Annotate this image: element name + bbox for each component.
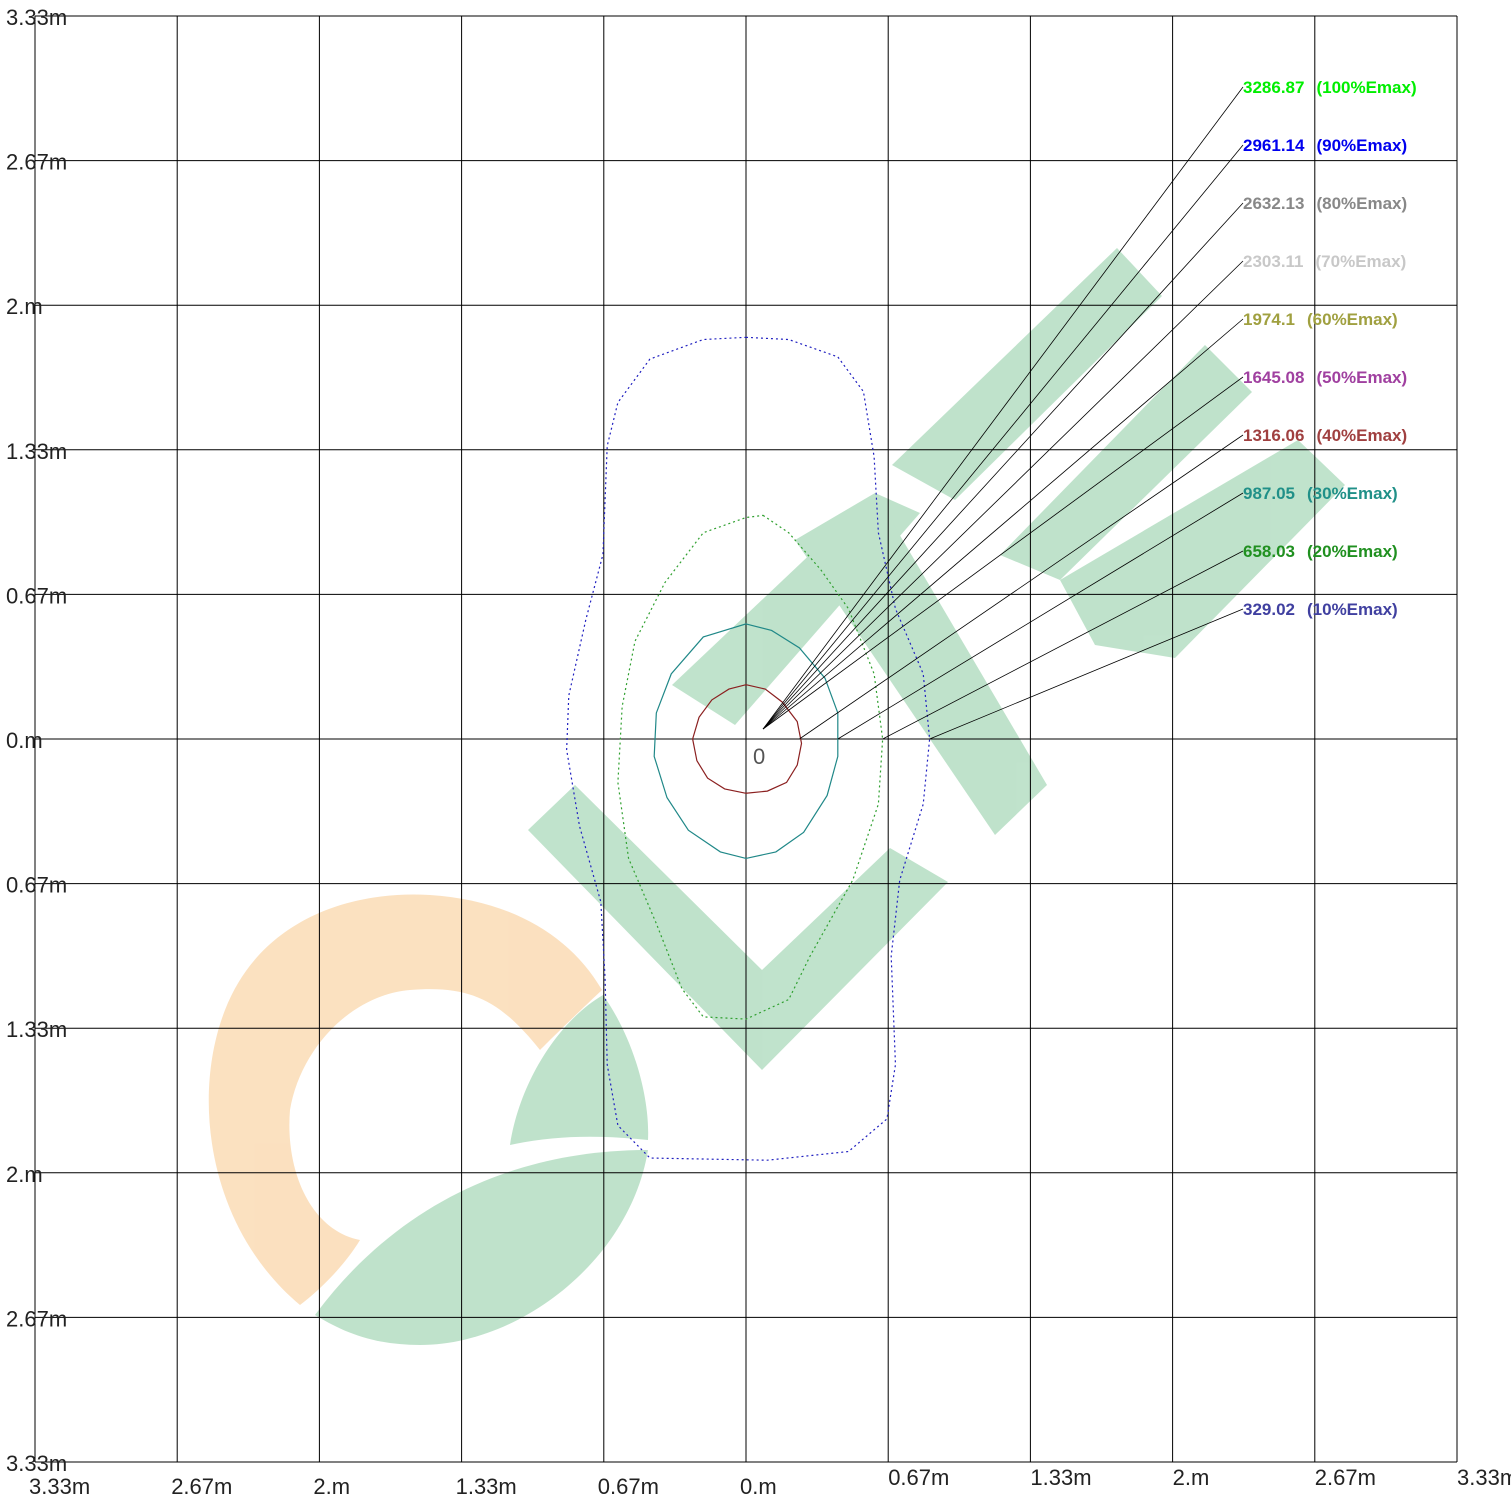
- x-tick-label: 2.m: [313, 1474, 350, 1499]
- leader-line: [762, 86, 1244, 730]
- legend-value: 329.02: [1243, 600, 1295, 619]
- legend-value: 2303.11: [1243, 252, 1304, 271]
- legend-entry: 1645.08 (50%Emax): [1243, 368, 1407, 387]
- legend-percent: (10%Emax): [1307, 600, 1398, 619]
- leader-line: [762, 318, 1244, 730]
- y-tick-label: 2.m: [6, 294, 43, 319]
- x-tick-label: 3.33m: [29, 1474, 90, 1499]
- legend-value: 2632.13: [1243, 194, 1304, 213]
- y-tick-label: 0.67m: [6, 873, 67, 898]
- legend-percent: (50%Emax): [1316, 368, 1407, 387]
- x-tick-label: 3.33m: [1457, 1465, 1511, 1490]
- leader-line: [882, 550, 1244, 740]
- legend-entry: 2632.13 (80%Emax): [1243, 194, 1407, 213]
- legend-entry: 1974.1 (60%Emax): [1243, 310, 1398, 329]
- y-tick-label: 0.m: [6, 728, 43, 753]
- x-tick-label: 2.m: [1173, 1465, 1210, 1490]
- legend-percent: (20%Emax): [1307, 542, 1398, 561]
- legend-value: 1645.08: [1243, 368, 1304, 387]
- legend-entry: 2303.11 (70%Emax): [1243, 252, 1406, 271]
- legend-entry: 658.03 (20%Emax): [1243, 542, 1398, 561]
- legend-percent: (30%Emax): [1307, 484, 1398, 503]
- watermark-logo: [208, 248, 1345, 1345]
- y-tick-label: 2.m: [6, 1162, 43, 1187]
- y-tick-label: 1.33m: [6, 439, 67, 464]
- y-tick-label: 2.67m: [6, 150, 67, 175]
- y-tick-label: 3.33m: [6, 5, 67, 30]
- legend-percent: (90%Emax): [1316, 136, 1407, 155]
- legend-percent: (40%Emax): [1316, 426, 1407, 445]
- contour-line: [692, 684, 803, 794]
- x-tick-label: 0.67m: [598, 1474, 659, 1499]
- contour-line: [566, 336, 931, 1161]
- legend-entry: 1316.06 (40%Emax): [1243, 426, 1407, 445]
- legend-value: 1974.1: [1243, 310, 1295, 329]
- leader-line: [929, 608, 1244, 740]
- legend: 3286.87 (100%Emax) 2961.14 (90%Emax) 2632.13…: [1243, 78, 1417, 619]
- legend-entry: 2961.14 (90%Emax): [1243, 136, 1407, 155]
- legend-value: 1316.06: [1243, 426, 1304, 445]
- x-tick-label: 2.67m: [171, 1474, 232, 1499]
- legend-value: 3286.87: [1243, 78, 1304, 97]
- origin-label: 0: [753, 744, 765, 769]
- legend-value: 987.05: [1243, 484, 1295, 503]
- legend-percent: (100%Emax): [1316, 78, 1416, 97]
- legend-percent: (70%Emax): [1316, 252, 1407, 271]
- grid: [34, 15, 1458, 1463]
- y-tick-label: 0.67m: [6, 583, 67, 608]
- y-tick-label: 1.33m: [6, 1017, 67, 1042]
- axis-tick-labels: 3.33m 2.67m 2.m 1.33m 0.67m 0.m 0.67m 1.33m 2.m 2…: [6, 5, 1511, 1499]
- leader-line: [762, 260, 1244, 730]
- legend-entry: 329.02 (10%Emax): [1243, 600, 1398, 619]
- x-tick-label: 2.67m: [1315, 1465, 1376, 1490]
- leader-line: [837, 492, 1244, 740]
- legend-percent: (60%Emax): [1307, 310, 1398, 329]
- x-tick-label: 0.67m: [888, 1465, 949, 1490]
- legend-percent: (80%Emax): [1316, 194, 1407, 213]
- legend-entry: 987.05 (30%Emax): [1243, 484, 1398, 503]
- x-tick-label: 0.m: [740, 1474, 777, 1499]
- y-tick-label: 2.67m: [6, 1306, 67, 1331]
- x-tick-label: 1.33m: [1030, 1465, 1091, 1490]
- leader-line: [762, 202, 1244, 730]
- x-tick-label: 1.33m: [456, 1474, 517, 1499]
- legend-value: 658.03: [1243, 542, 1295, 561]
- leader-line: [762, 376, 1244, 730]
- y-tick-label: 3.33m: [6, 1451, 67, 1476]
- leader-lines: [762, 86, 1244, 740]
- legend-value: 2961.14: [1243, 136, 1305, 155]
- leader-line: [762, 144, 1244, 730]
- legend-entry: 3286.87 (100%Emax): [1243, 78, 1417, 97]
- leader-line: [799, 434, 1244, 740]
